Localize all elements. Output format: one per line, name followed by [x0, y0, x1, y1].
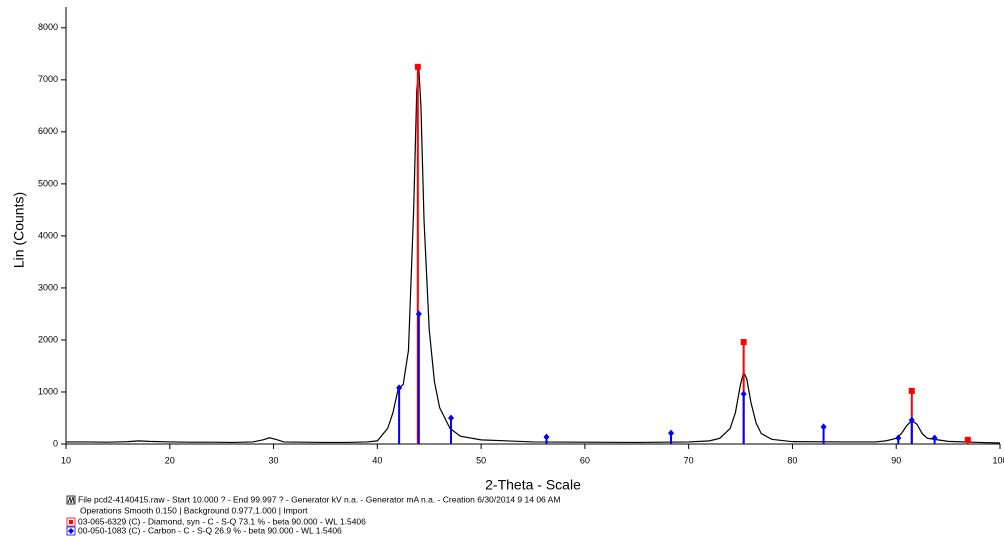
legend-entry: 00-050-1083 (C) - Carbon - C - S-Q 26.9 … — [78, 525, 342, 535]
y-tick-label: 8000 — [38, 22, 58, 32]
x-tick-label: 60 — [580, 455, 590, 465]
stick-marker — [740, 390, 747, 398]
stick-marker — [908, 387, 915, 394]
stick-marker — [668, 429, 675, 437]
x-tick-label: 40 — [372, 455, 382, 465]
stick-marker — [414, 63, 421, 70]
y-tick-label: 6000 — [38, 126, 58, 136]
y-tick-label: 3000 — [38, 282, 58, 292]
stick-marker — [931, 434, 938, 442]
stick-marker — [964, 436, 971, 443]
pattern-line — [66, 69, 1001, 444]
stick-marker — [740, 339, 747, 346]
legend-icon-pattern — [66, 495, 76, 505]
x-tick-label: 70 — [684, 455, 694, 465]
x-tick-label: 90 — [891, 455, 901, 465]
stick-marker — [448, 414, 455, 422]
x-tick-label: 100 — [992, 455, 1004, 465]
x-tick-label: 10 — [61, 455, 71, 465]
y-tick-label: 0 — [53, 438, 58, 448]
x-tick-label: 30 — [269, 455, 279, 465]
x-tick-label: 20 — [165, 455, 175, 465]
legend-icon-diamond — [66, 517, 76, 527]
y-tick-label: 2000 — [38, 334, 58, 344]
y-tick-label: 7000 — [38, 74, 58, 84]
stick-marker — [543, 433, 550, 441]
legend-entry: 03-065-6329 (C) - Diamond, syn - C - S-Q… — [78, 516, 366, 526]
stick-marker — [396, 384, 403, 392]
y-tick-label: 4000 — [38, 230, 58, 240]
stick-marker — [415, 310, 422, 318]
legend-note: Operations Smooth 0.150 | Background 0.9… — [80, 505, 308, 515]
x-axis-title: 2-Theta - Scale — [485, 477, 581, 493]
legend-icon-carbon — [66, 526, 76, 536]
stick-marker — [820, 423, 827, 431]
y-tick-label: 1000 — [38, 386, 58, 396]
stick-marker — [895, 434, 902, 442]
stick-marker — [908, 416, 915, 424]
y-tick-label: 5000 — [38, 178, 58, 188]
x-tick-label: 50 — [476, 455, 486, 465]
x-tick-label: 80 — [787, 455, 797, 465]
legend-entry: File pcd2-4140415.raw - Start 10.000 ? -… — [78, 494, 560, 504]
y-axis-title: Lin (Counts) — [11, 192, 27, 268]
